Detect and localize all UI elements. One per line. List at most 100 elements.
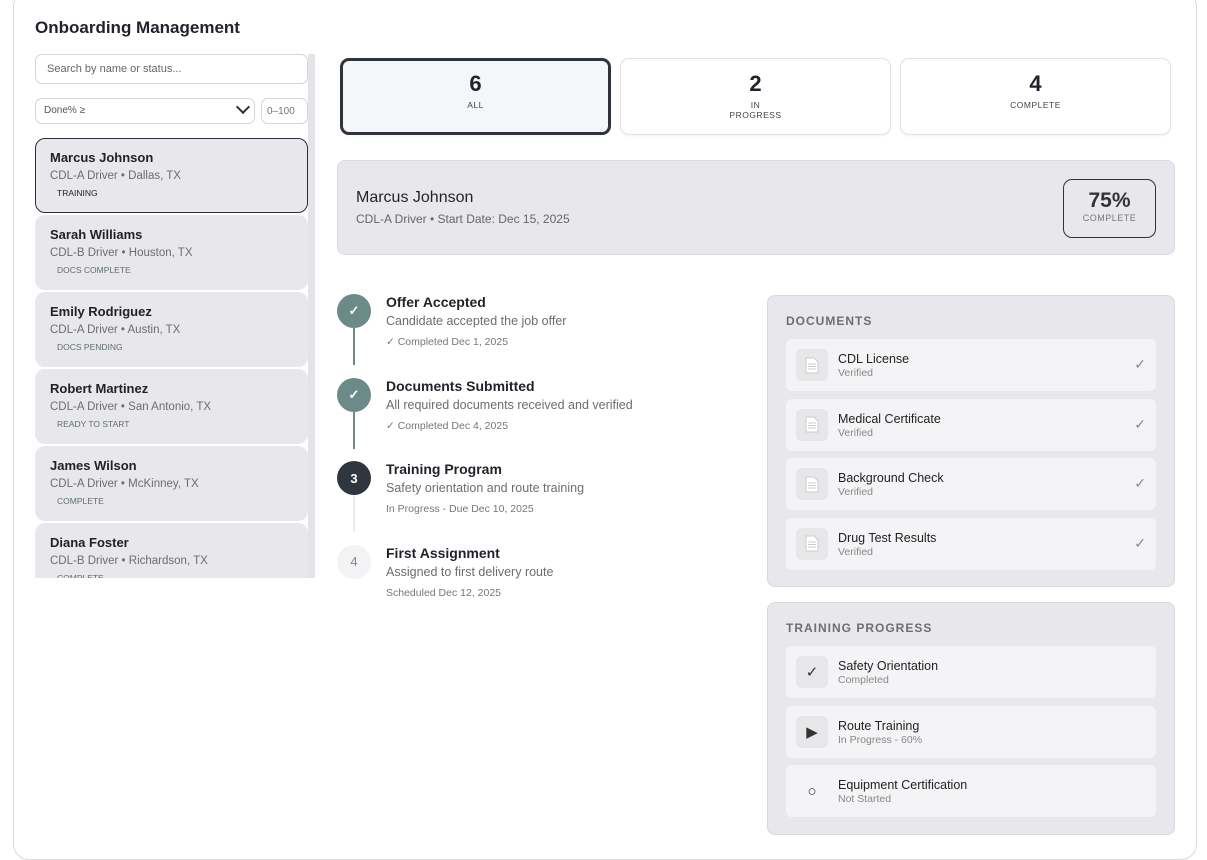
step-title: Training Program xyxy=(386,461,502,477)
candidate-role: CDL-B Driver • Houston, TX xyxy=(50,247,193,259)
chevron-down-icon xyxy=(235,99,251,115)
document-name: Medical Certificate xyxy=(838,411,941,426)
page-title: Onboarding Management xyxy=(35,18,240,37)
step-description: Candidate accepted the job offer xyxy=(386,314,567,328)
completion-label: COMPLETE xyxy=(1082,213,1137,223)
training-status: Not Started xyxy=(838,793,892,805)
status-badge: Docs Complete xyxy=(57,265,131,275)
check-icon: ✓ xyxy=(337,377,371,412)
document-icon xyxy=(796,349,828,381)
candidate-card[interactable]: Marcus Johnson CDL-A Driver • Dallas, TX… xyxy=(35,138,308,213)
done-percent-select[interactable]: Done% ≥ xyxy=(35,98,255,124)
candidate-name: Diana Foster xyxy=(50,535,129,550)
document-item[interactable]: Background Check Verified ✓ xyxy=(786,458,1156,510)
document-icon xyxy=(796,408,828,441)
status-badge: Docs Pending xyxy=(57,342,123,352)
candidate-name: Marcus Johnson xyxy=(50,150,154,165)
scrollbar[interactable] xyxy=(308,54,315,578)
training-name: Equipment Certification xyxy=(838,778,968,792)
document-status: Verified xyxy=(838,486,874,498)
document-status: Verified xyxy=(838,426,874,439)
training-item[interactable]: ○ Equipment Certification Not Started xyxy=(786,765,1156,817)
step-number: 4 xyxy=(337,544,371,579)
completion-percent: 75% xyxy=(1088,189,1131,212)
training-name: Route Training xyxy=(838,718,920,733)
candidate-role: CDL-A Driver • Austin, TX xyxy=(50,324,181,336)
timeline-step: ✓ Offer Accepted Candidate accepted the … xyxy=(337,294,757,377)
status-badge: Complete xyxy=(57,496,104,506)
document-name: CDL License xyxy=(838,352,910,366)
candidate-card[interactable]: Sarah Williams CDL-B Driver • Houston, T… xyxy=(35,215,308,290)
status-badge: Complete xyxy=(57,573,104,578)
timeline-step: 4 First Assignment Assigned to first del… xyxy=(337,544,757,628)
stat-filter-card[interactable]: 2 IN PROGRESS xyxy=(620,58,891,135)
step-title: First Assignment xyxy=(386,544,500,561)
document-status: Verified xyxy=(838,367,874,379)
training-status: In Progress - 60% xyxy=(838,733,923,746)
circle-icon: ○ xyxy=(807,782,817,800)
candidate-role: CDL-B Driver • Richardson, TX xyxy=(50,555,208,567)
timeline-connector xyxy=(353,328,355,365)
check-icon: ✓ xyxy=(796,656,828,688)
status-badge: Ready to Start xyxy=(57,419,130,429)
document-status: Verified xyxy=(838,545,874,558)
step-number: 3 xyxy=(337,461,371,495)
candidate-role: CDL-A Driver • Dallas, TX xyxy=(50,170,181,182)
candidate-card[interactable]: Emily Rodriguez CDL-A Driver • Austin, T… xyxy=(35,292,308,367)
document-item[interactable]: CDL License Verified ✓ xyxy=(786,339,1156,391)
stat-value: 2 xyxy=(749,71,762,96)
stat-filter-card[interactable]: 6 ALL xyxy=(340,58,611,135)
percent-input[interactable] xyxy=(261,98,308,124)
step-description: All required documents received and veri… xyxy=(386,397,633,412)
timeline-step: ✓ Documents Submitted All required docum… xyxy=(337,377,757,461)
candidate-card[interactable]: James Wilson CDL-A Driver • McKinney, TX… xyxy=(35,446,308,521)
step-title: Offer Accepted xyxy=(386,294,486,310)
training-status: Completed xyxy=(838,674,889,686)
training-item[interactable]: ▶ Route Training In Progress - 60% xyxy=(786,705,1156,758)
search-input[interactable] xyxy=(35,54,308,84)
document-item[interactable]: Medical Certificate Verified ✓ xyxy=(786,398,1156,451)
check-icon: ✓ xyxy=(1134,534,1146,551)
timeline-step: 3 Training Program Safety orientation an… xyxy=(337,461,757,544)
document-name: Background Check xyxy=(838,471,944,485)
step-description: Safety orientation and route training xyxy=(386,481,585,495)
check-icon: ✓ xyxy=(337,294,371,328)
check-icon: ✓ xyxy=(1134,475,1146,491)
training-heading: TRAINING PROGRESS xyxy=(786,621,933,635)
training-item[interactable]: ✓ Safety Orientation Completed xyxy=(786,646,1156,698)
candidate-role: CDL-A Driver • San Antonio, TX xyxy=(50,401,212,413)
step-description: Assigned to first delivery route xyxy=(386,564,554,579)
completion-badge: 75% COMPLETE xyxy=(1063,179,1156,238)
candidate-name: Robert Martinez xyxy=(50,381,149,396)
candidate-name: James Wilson xyxy=(50,458,137,473)
document-name: Drug Test Results xyxy=(838,530,937,545)
timeline-connector xyxy=(353,495,355,532)
play-icon: ▶ xyxy=(796,715,828,748)
candidate-role: CDL-A Driver • McKinney, TX xyxy=(50,478,199,490)
candidate-card[interactable]: Diana Foster CDL-B Driver • Richardson, … xyxy=(35,523,308,578)
step-meta: In Progress - Due Dec 10, 2025 xyxy=(386,503,534,515)
candidate-name: Emily Rodriguez xyxy=(50,304,152,319)
candidate-card[interactable]: Robert Martinez CDL-A Driver • San Anton… xyxy=(35,369,308,444)
check-icon: ✓ xyxy=(1134,356,1146,372)
stat-filter-card[interactable]: 4 COMPLETE xyxy=(900,58,1171,135)
stat-value: 6 xyxy=(469,71,482,96)
training-panel: TRAINING PROGRESS ✓ Safety Orientation C… xyxy=(767,602,1175,835)
stat-label: COMPLETE xyxy=(1010,100,1061,110)
training-name: Safety Orientation xyxy=(838,659,939,673)
select-value: Done% ≥ xyxy=(44,105,86,116)
document-icon xyxy=(796,468,828,500)
status-badge: Training xyxy=(57,188,98,198)
document-icon xyxy=(796,527,828,560)
step-title: Documents Submitted xyxy=(386,377,535,394)
documents-panel: DOCUMENTS CDL License Verified ✓ Medical… xyxy=(767,295,1175,587)
stat-label: IN PROGRESS xyxy=(729,100,782,120)
check-icon: ✓ xyxy=(1134,415,1146,432)
step-meta: Scheduled Dec 12, 2025 xyxy=(386,586,502,599)
candidate-list: Marcus Johnson CDL-A Driver • Dallas, TX… xyxy=(35,138,315,578)
step-meta: ✓ Completed Dec 4, 2025 xyxy=(386,419,509,432)
document-item[interactable]: Drug Test Results Verified ✓ xyxy=(786,517,1156,570)
candidate-subtitle: CDL-A Driver • Start Date: Dec 15, 2025 xyxy=(356,212,570,226)
candidate-name: Sarah Williams xyxy=(50,227,143,242)
timeline-connector xyxy=(353,411,355,449)
